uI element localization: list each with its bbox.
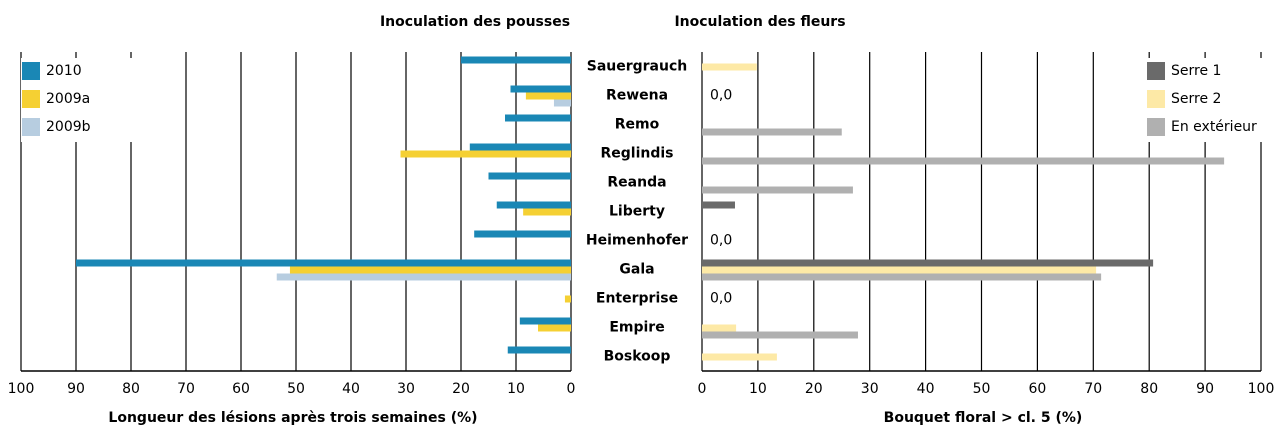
category-label: Boskoop <box>604 349 671 365</box>
x-tick-label: 70 <box>177 381 195 397</box>
legend-swatch <box>1147 118 1165 136</box>
bar <box>702 259 1154 267</box>
legend-label: Serre 1 <box>1171 63 1221 79</box>
category-label: Reanda <box>607 175 666 191</box>
x-tick-label: 20 <box>452 381 470 397</box>
category-label: Liberty <box>609 204 665 220</box>
bar <box>525 92 571 100</box>
bar <box>488 172 571 180</box>
x-tick-label: 0 <box>698 381 707 397</box>
x-tick-label: 100 <box>8 381 35 397</box>
x-tick-label: 40 <box>917 381 935 397</box>
bar <box>507 346 571 354</box>
x-tick-label: 80 <box>122 381 140 397</box>
bar <box>461 56 571 64</box>
value-label: 0,0 <box>710 88 732 104</box>
panel-title: Inoculation des fleurs <box>674 14 845 30</box>
bar <box>510 85 571 93</box>
bar <box>469 143 571 151</box>
legend-label: Serre 2 <box>1171 91 1221 107</box>
category-label: Enterprise <box>596 291 678 307</box>
category-label: Gala <box>619 262 654 278</box>
x-tick-label: 30 <box>397 381 415 397</box>
legend-swatch <box>1147 62 1165 80</box>
bar <box>702 63 757 71</box>
x-axis-title: Bouquet floral > cl. 5 (%) <box>884 410 1083 426</box>
bar <box>538 324 571 332</box>
bar <box>553 99 571 107</box>
x-tick-label: 40 <box>342 381 360 397</box>
bar <box>400 150 571 158</box>
bar <box>702 353 777 361</box>
value-label: 0,0 <box>710 291 732 307</box>
x-tick-label: 0 <box>567 381 576 397</box>
bar <box>702 324 737 332</box>
bar <box>702 186 853 194</box>
legend-box <box>21 58 141 142</box>
x-tick-label: 90 <box>67 381 85 397</box>
legend-swatch <box>1147 90 1165 108</box>
x-tick-label: 80 <box>1140 381 1158 397</box>
bar <box>702 273 1102 281</box>
category-label: Sauergrauch <box>587 59 688 75</box>
x-tick-label: 30 <box>861 381 879 397</box>
x-tick-label: 90 <box>1196 381 1214 397</box>
legend-label: 2009b <box>46 119 91 135</box>
x-tick-label: 100 <box>1248 381 1275 397</box>
bar <box>474 230 571 238</box>
bar <box>519 317 571 325</box>
value-label: 0,0 <box>710 233 732 249</box>
x-tick-label: 60 <box>1028 381 1046 397</box>
category-label: Heimenhofer <box>586 233 688 249</box>
x-tick-label: 70 <box>1084 381 1102 397</box>
legend-label: 2010 <box>46 63 82 79</box>
category-label: Empire <box>609 320 664 336</box>
legend-swatch <box>22 90 40 108</box>
legend-label: En extérieur <box>1171 119 1257 135</box>
legend-box <box>1146 58 1266 142</box>
x-tick-label: 10 <box>507 381 525 397</box>
bar <box>564 295 571 303</box>
panel-title: Inoculation des pousses <box>380 14 570 30</box>
x-axis-title: Longueur des lésions après trois semaine… <box>108 410 477 426</box>
x-tick-label: 60 <box>232 381 250 397</box>
bar <box>289 266 571 274</box>
x-tick-label: 50 <box>973 381 991 397</box>
category-label: Reglindis <box>600 146 673 162</box>
bar <box>276 273 571 281</box>
bar <box>702 266 1097 274</box>
legend-swatch <box>22 118 40 136</box>
legend-label: 2009a <box>46 91 90 107</box>
bar <box>505 114 571 122</box>
bar <box>496 201 571 209</box>
x-tick-label: 20 <box>805 381 823 397</box>
bar <box>702 331 858 339</box>
bar <box>76 259 571 267</box>
category-label: Rewena <box>606 88 668 104</box>
category-label: Remo <box>615 117 660 133</box>
legend-swatch <box>22 62 40 80</box>
bar <box>702 157 1225 165</box>
bar <box>523 208 571 216</box>
bar <box>702 201 735 209</box>
x-tick-label: 10 <box>749 381 767 397</box>
bar <box>702 128 842 136</box>
x-tick-label: 50 <box>287 381 305 397</box>
